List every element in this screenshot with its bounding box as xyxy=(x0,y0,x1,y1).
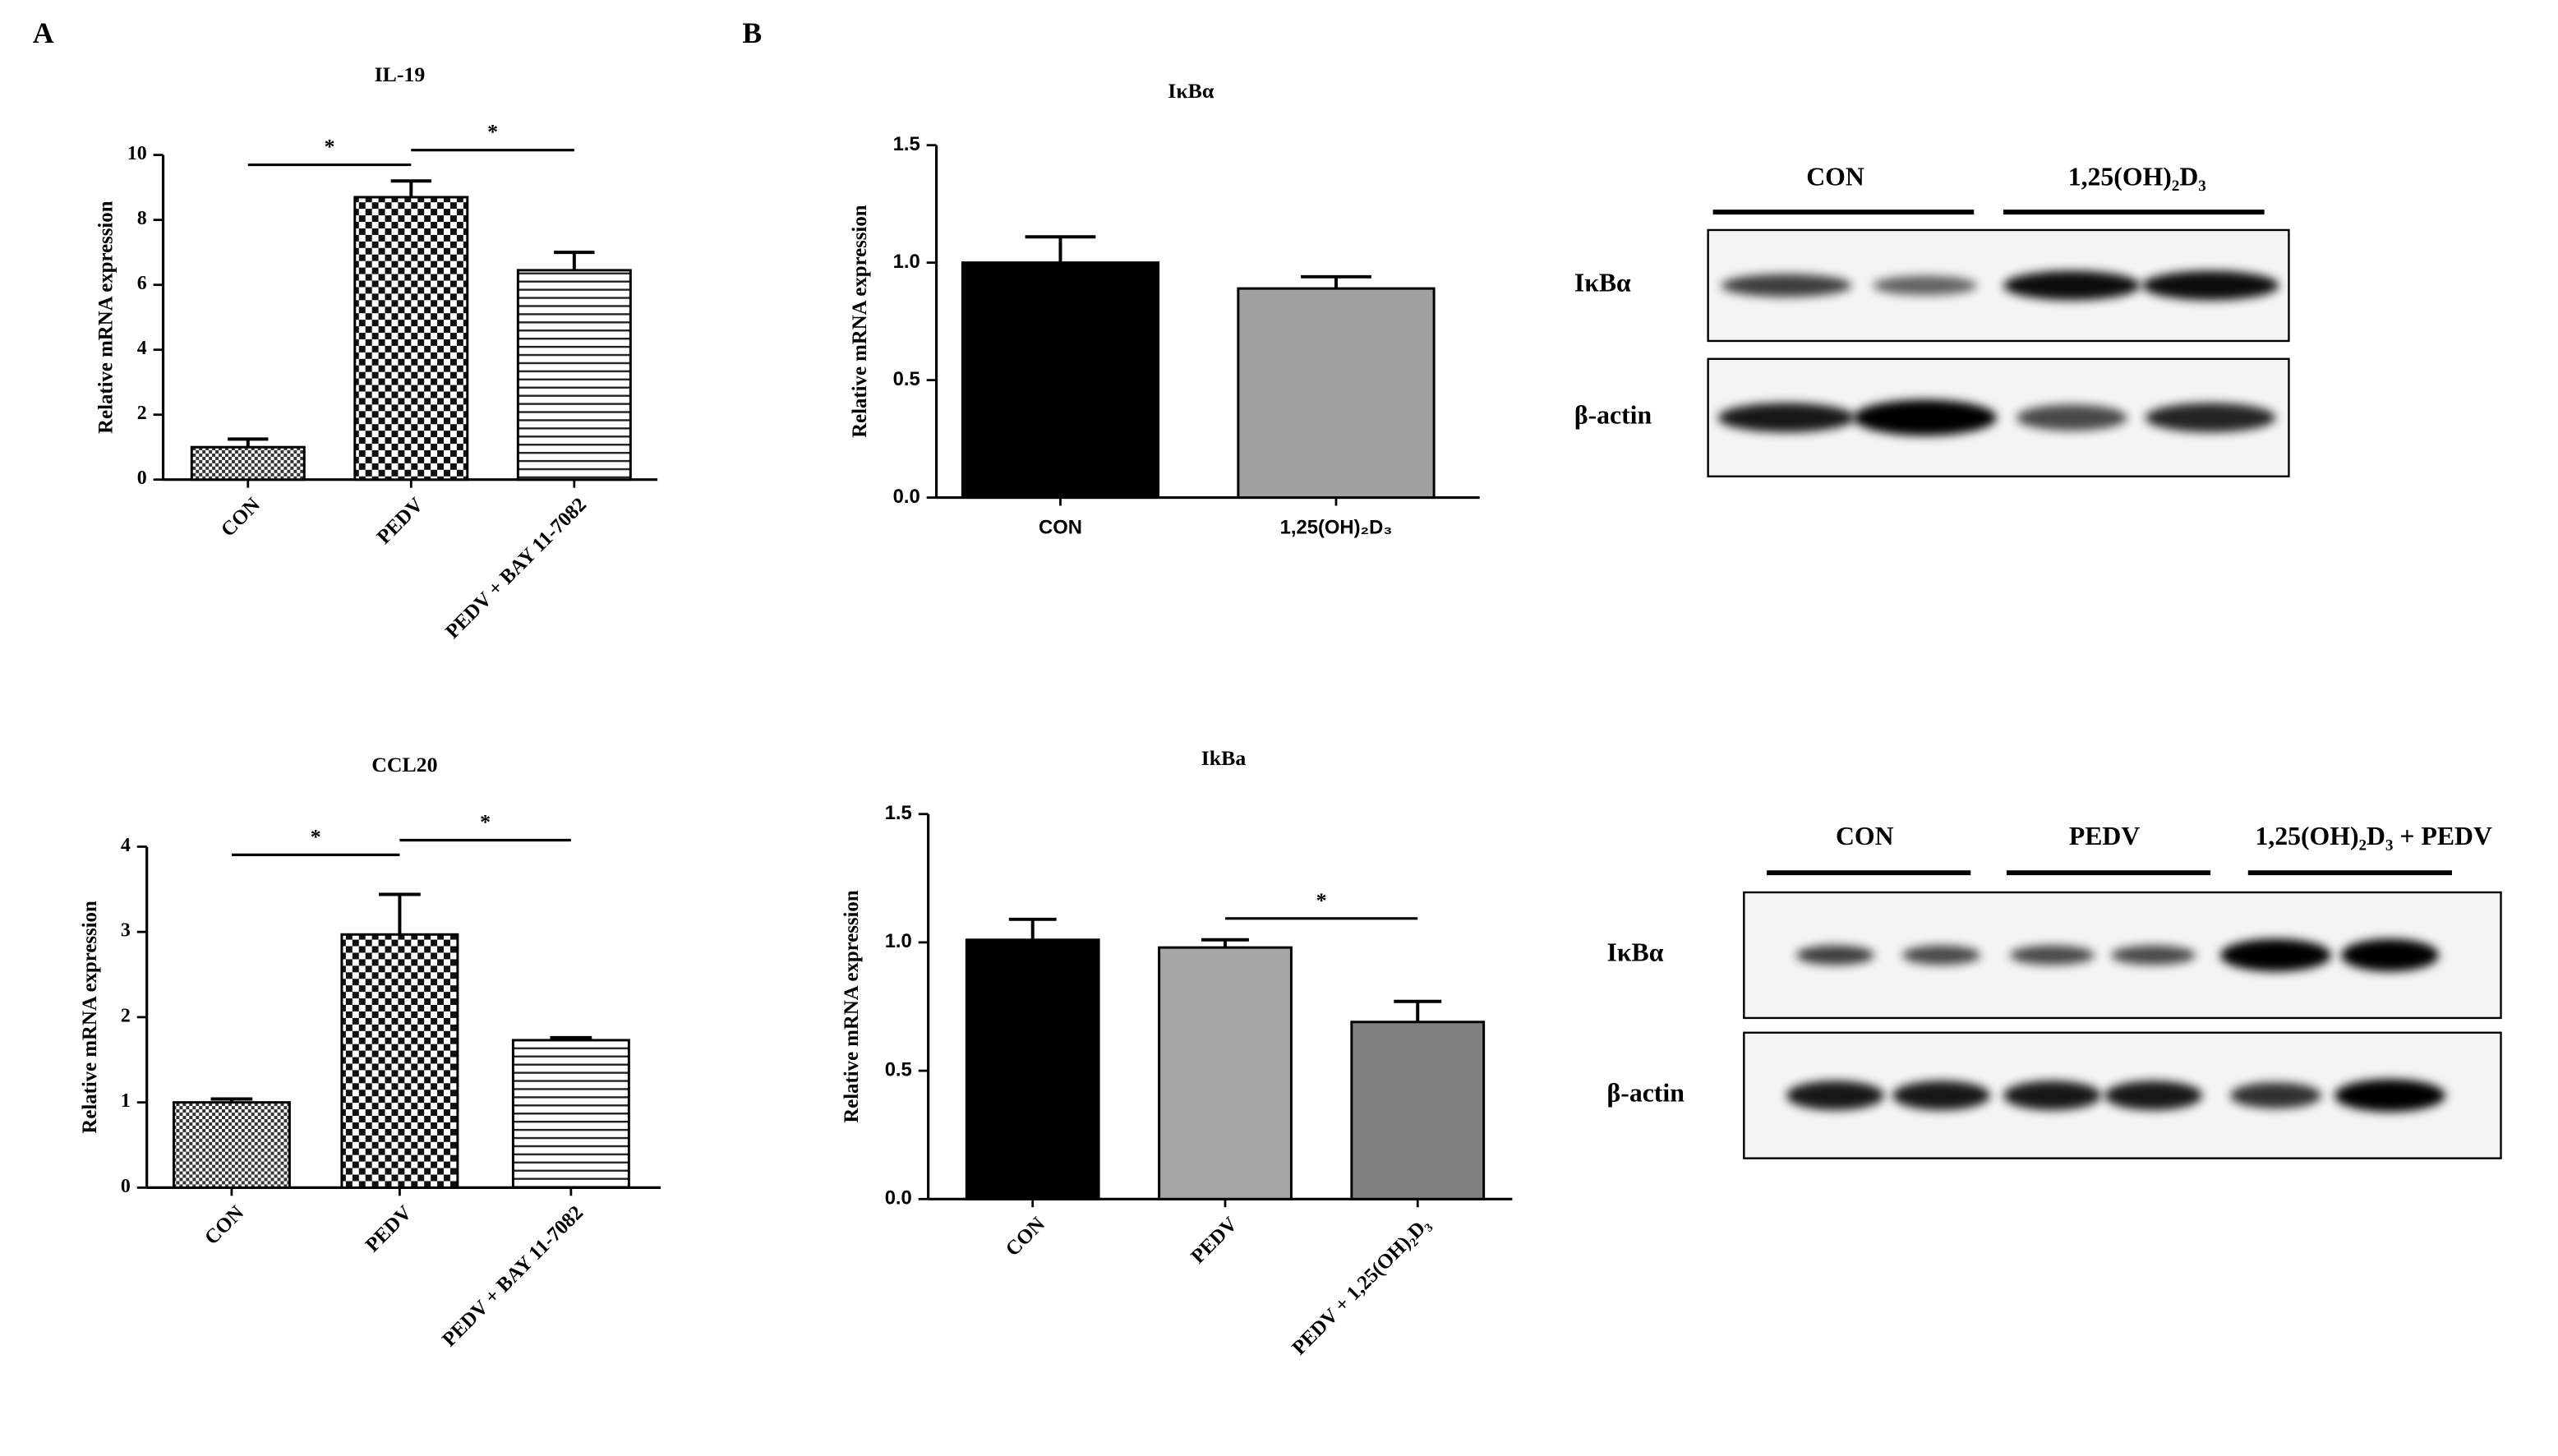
significance-label: * xyxy=(1316,888,1327,912)
y-tick-label: 1.5 xyxy=(885,802,912,824)
blot-band xyxy=(1717,403,1855,433)
bar xyxy=(1158,946,1293,1200)
y-axis-label: Relative mRNA expression xyxy=(841,890,863,1123)
y-tick-label: 2 xyxy=(121,1005,131,1026)
blot-group-label: PEDV xyxy=(2069,822,2140,850)
blot-band xyxy=(2009,945,2095,965)
blot-band xyxy=(2141,270,2279,301)
bar xyxy=(511,1039,630,1189)
bar xyxy=(353,196,469,481)
blot-row-label: β-actin xyxy=(1574,401,1652,430)
chart-title: IkBa xyxy=(1201,746,1247,770)
significance-label: * xyxy=(480,810,491,834)
blot-band xyxy=(1795,945,1875,965)
blot-group-label: 1,25(OH)₂D₃ xyxy=(2068,163,2206,191)
blot-band xyxy=(1721,274,1852,297)
blot-band xyxy=(2016,404,2127,431)
bar xyxy=(172,1101,291,1189)
y-tick-label: 3 xyxy=(121,920,131,942)
chart-title: CCL20 xyxy=(371,753,437,776)
y-tick-label: 0.0 xyxy=(893,486,920,508)
blot-group-label: CON xyxy=(1836,822,1894,850)
blot-band xyxy=(1853,399,1998,436)
blot-group-label: CON xyxy=(1806,163,1864,191)
bar xyxy=(1237,287,1436,500)
blot-band xyxy=(2229,1082,2322,1109)
x-tick-label: PEDV xyxy=(373,494,428,549)
blot-row-label: β-actin xyxy=(1607,1078,1685,1107)
x-tick-label: CON xyxy=(217,494,265,541)
blot-band xyxy=(2003,270,2141,301)
y-tick-label: 1 xyxy=(121,1090,131,1112)
bar xyxy=(340,933,459,1189)
x-tick-label: 1,25(OH)₂D₃ xyxy=(1280,517,1393,539)
significance-label: * xyxy=(311,824,321,848)
y-tick-label: 2 xyxy=(137,403,147,424)
y-tick-label: 0 xyxy=(137,468,147,489)
blot-band xyxy=(2145,403,2276,433)
y-tick-label: 6 xyxy=(137,273,147,294)
blot-band xyxy=(1786,1080,1885,1111)
y-tick-label: 0.5 xyxy=(893,368,920,390)
y-axis-label: Relative mRNA expression xyxy=(849,205,871,438)
x-tick-label: PEDV xyxy=(1187,1213,1242,1268)
x-tick-label: PEDV + BAY 11-7082 xyxy=(441,494,591,643)
y-tick-label: 4 xyxy=(137,338,147,359)
blot-band xyxy=(2220,938,2332,972)
blot-band xyxy=(1901,945,1981,965)
y-tick-label: 4 xyxy=(121,835,131,856)
y-tick-label: 0.5 xyxy=(885,1058,912,1080)
y-tick-label: 0.0 xyxy=(885,1187,912,1209)
blot-band xyxy=(2104,1080,2203,1111)
panel-label: B xyxy=(742,16,762,49)
x-tick-label: CON xyxy=(200,1201,248,1249)
bar xyxy=(516,269,632,481)
x-tick-label: CON xyxy=(1039,517,1082,539)
blot-band xyxy=(1873,275,1978,296)
significance-label: * xyxy=(487,120,498,144)
x-tick-label: PEDV + 1,25(OH)₂D₃ xyxy=(1288,1213,1434,1359)
blot-band xyxy=(2003,1080,2102,1111)
y-tick-label: 1.0 xyxy=(885,930,912,952)
y-tick-label: 1.5 xyxy=(893,133,920,155)
y-tick-label: 8 xyxy=(137,208,147,229)
x-tick-label: PEDV + BAY 11-7082 xyxy=(438,1201,588,1351)
blot-row-label: IκBα xyxy=(1574,269,1631,297)
y-tick-label: 1.0 xyxy=(893,251,920,273)
x-tick-label: CON xyxy=(1002,1213,1049,1260)
blot-band xyxy=(1892,1080,1991,1111)
chart-title: IκBα xyxy=(1168,79,1214,103)
y-axis-label: Relative mRNA expression xyxy=(79,901,101,1134)
bar xyxy=(190,445,306,481)
chart-title: IL-19 xyxy=(375,62,426,86)
blot-row-label: IκBα xyxy=(1607,938,1664,967)
y-tick-label: 0 xyxy=(121,1176,131,1197)
x-tick-label: PEDV xyxy=(362,1201,417,1256)
y-axis-label: Relative mRNA expression xyxy=(95,200,118,434)
panel-label: A xyxy=(33,16,54,49)
blot-band xyxy=(2111,945,2196,965)
bar xyxy=(1350,1021,1486,1200)
y-tick-label: 10 xyxy=(127,143,147,164)
bar xyxy=(965,938,1100,1200)
significance-label: * xyxy=(325,135,335,159)
blot-band xyxy=(2340,938,2440,972)
bar xyxy=(961,261,1160,500)
blot-group-label: 1,25(OH)₂D₃ + PEDV xyxy=(2255,822,2492,850)
blot-band xyxy=(2334,1079,2446,1113)
